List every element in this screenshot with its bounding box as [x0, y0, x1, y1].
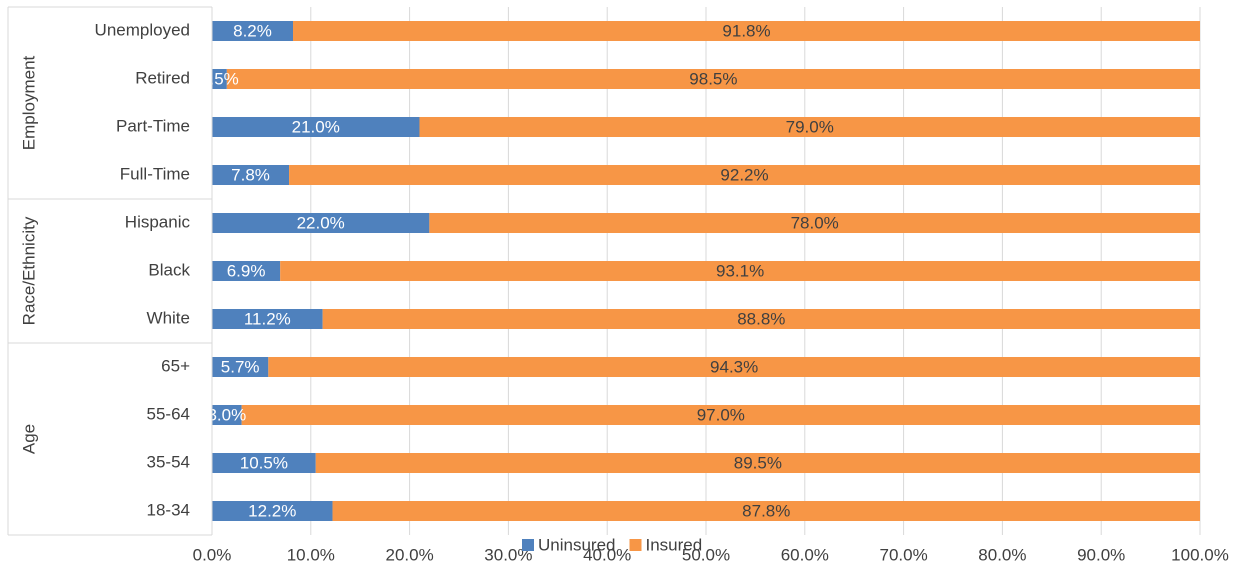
bar-segment — [212, 213, 430, 233]
y-tick-label: Unemployed — [95, 20, 190, 39]
bar-segment — [289, 165, 1201, 185]
value-label: 6.9% — [227, 261, 266, 280]
bar-segment — [212, 357, 269, 377]
x-tick-label: 20.0% — [385, 545, 433, 564]
bar-segment — [212, 453, 316, 473]
group-label: Race/Ethnicity — [19, 216, 38, 325]
bar-segment — [212, 501, 333, 521]
bar-segment — [293, 21, 1200, 41]
value-label: 91.8% — [722, 21, 770, 40]
value-label: 92.2% — [720, 165, 768, 184]
value-label: 11.2% — [244, 309, 291, 328]
x-tick-label: 100.0% — [1171, 545, 1229, 564]
value-label: 94.3% — [710, 357, 758, 376]
x-tick-label: 0.0% — [193, 545, 232, 564]
bar-segment — [212, 69, 227, 89]
group-label: Age — [19, 424, 38, 454]
bar-segment — [315, 453, 1200, 473]
y-tick-label: 65+ — [161, 356, 190, 375]
group-label: Employment — [19, 55, 38, 150]
value-label: 21.0% — [292, 117, 340, 136]
y-tick-label: Hispanic — [125, 212, 191, 231]
x-tick-label: 60.0% — [781, 545, 829, 564]
bar-segment — [212, 405, 242, 425]
value-label: 88.8% — [737, 309, 785, 328]
value-label: 87.8% — [742, 501, 790, 520]
bar-segment — [429, 213, 1200, 233]
value-label: 7.8% — [231, 165, 270, 184]
value-label: 89.5% — [734, 453, 782, 472]
bar-segment — [212, 165, 290, 185]
y-tick-label: Full-Time — [120, 164, 190, 183]
value-label: 8.2% — [233, 21, 272, 40]
y-tick-label: Black — [148, 260, 190, 279]
y-tick-label: Part-Time — [116, 116, 190, 135]
legend-label: Uninsured — [538, 535, 616, 554]
legend-swatch — [629, 539, 642, 551]
value-label: 97.0% — [697, 405, 745, 424]
y-tick-label: 55-64 — [147, 404, 190, 423]
bars — [212, 21, 1201, 521]
value-label: 10.5% — [240, 453, 288, 472]
bar-segment — [212, 309, 323, 329]
bar-segment — [322, 309, 1200, 329]
bar-segment — [280, 261, 1200, 281]
bar-segment — [226, 69, 1200, 89]
legend-label: Insured — [646, 535, 703, 554]
bar-segment — [212, 261, 281, 281]
value-label: 98.5% — [689, 69, 737, 88]
legend-swatch — [522, 539, 534, 551]
y-tick-label: White — [147, 308, 190, 327]
y-tick-label: Retired — [135, 68, 190, 87]
y-tick-label: 35-54 — [147, 452, 190, 471]
value-labels: 8.2% 91.8% 1.5% 98.5% 21.0% 79.0% 7.8% 92.2% 22.… — [200, 21, 839, 520]
value-label: 5.7% — [221, 357, 260, 376]
value-label: 12.2% — [248, 501, 296, 520]
x-tick-label: 10.0% — [287, 545, 335, 564]
x-tick-label: 30.0% — [484, 545, 532, 564]
y-tick-label: 18-34 — [147, 500, 190, 519]
x-tick-label: 90.0% — [1077, 545, 1125, 564]
value-label: 22.0% — [297, 213, 345, 232]
bar-segment — [212, 21, 294, 41]
bar-segment — [268, 357, 1200, 377]
x-tick-label: 70.0% — [879, 545, 927, 564]
value-label: 3.0% — [207, 405, 246, 424]
x-tick-label: 50.0% — [682, 545, 730, 564]
value-label: 93.1% — [716, 261, 764, 280]
x-tick-label: 40.0% — [583, 545, 631, 564]
bar-segment — [241, 405, 1200, 425]
bar-segment — [212, 117, 420, 137]
value-label: 78.0% — [791, 213, 839, 232]
bar-segment — [419, 117, 1201, 137]
x-tick-label: 80.0% — [978, 545, 1026, 564]
value-label: 1.5% — [200, 69, 239, 88]
bar-segment — [332, 501, 1200, 521]
value-label: 79.0% — [786, 117, 834, 136]
